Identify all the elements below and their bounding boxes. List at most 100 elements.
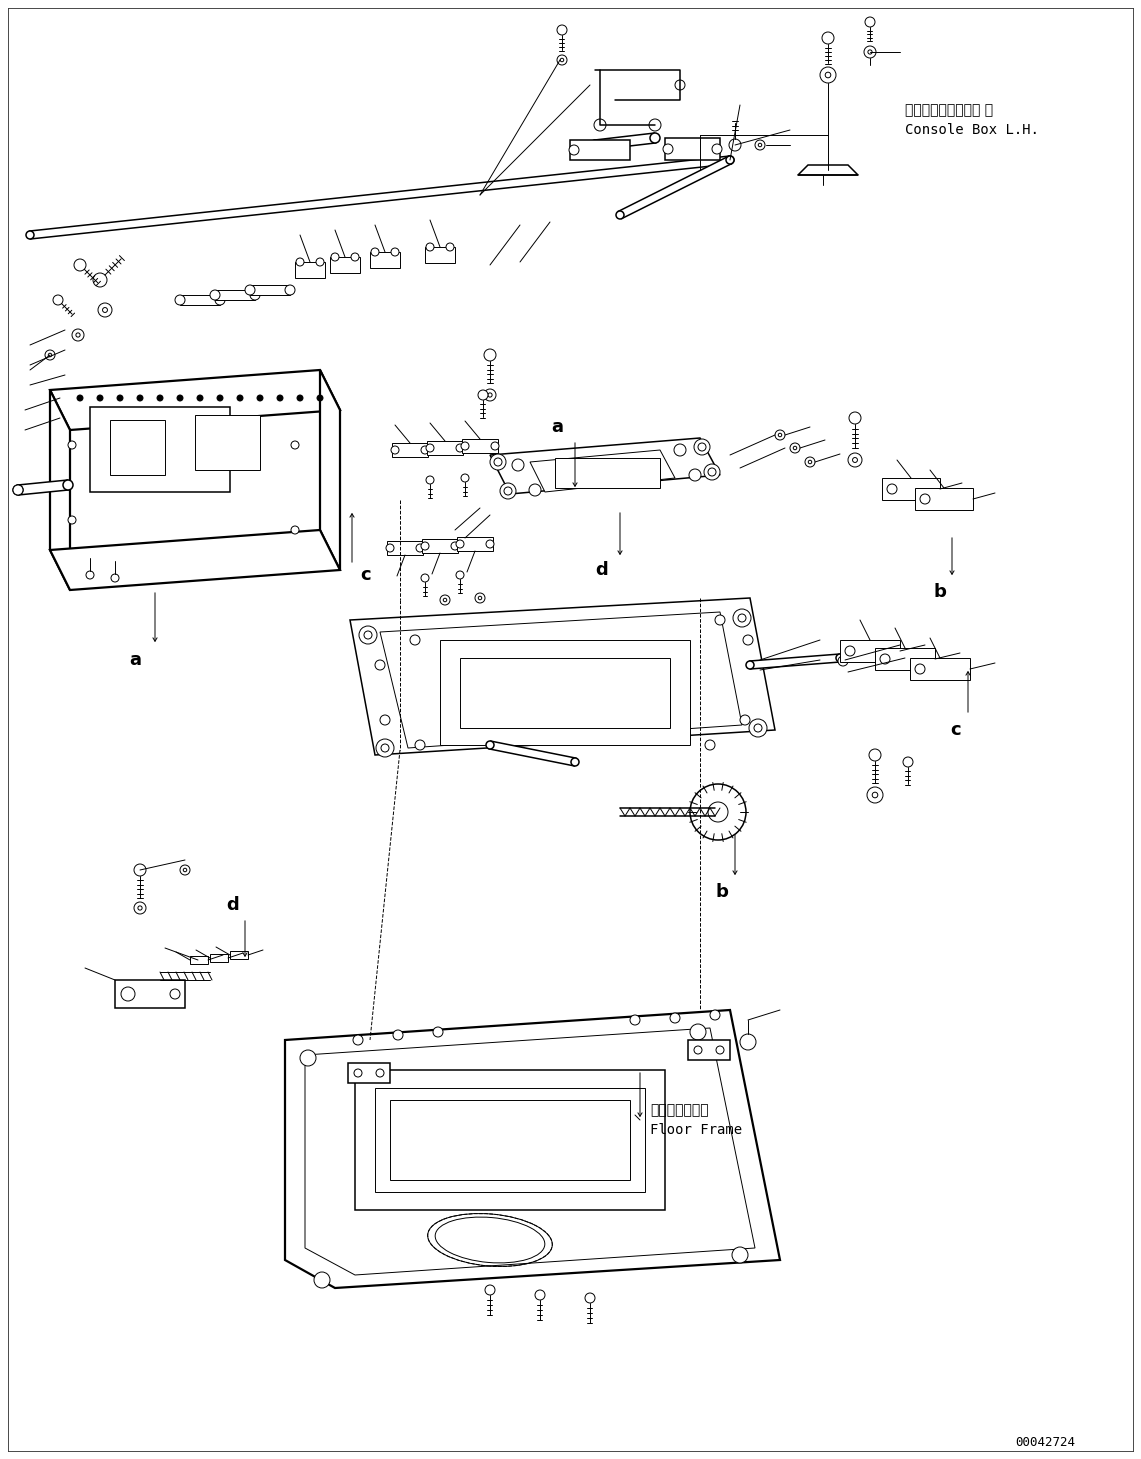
Circle shape	[364, 630, 372, 639]
Polygon shape	[17, 480, 68, 495]
Circle shape	[377, 1069, 385, 1077]
Circle shape	[121, 986, 135, 1001]
Circle shape	[68, 516, 76, 524]
Circle shape	[887, 484, 897, 495]
Circle shape	[778, 433, 782, 436]
Bar	[882, 479, 940, 500]
Circle shape	[733, 1247, 748, 1263]
Polygon shape	[50, 530, 340, 589]
Circle shape	[867, 786, 883, 802]
Circle shape	[285, 285, 296, 295]
Bar	[424, 247, 455, 263]
Circle shape	[410, 635, 420, 645]
Bar	[330, 257, 361, 273]
Circle shape	[709, 468, 717, 476]
Circle shape	[557, 55, 567, 66]
Circle shape	[138, 906, 143, 910]
Bar	[195, 414, 260, 470]
Polygon shape	[215, 290, 254, 301]
Circle shape	[133, 902, 146, 913]
Circle shape	[675, 80, 685, 90]
Bar	[230, 951, 248, 959]
Circle shape	[98, 303, 112, 317]
Circle shape	[210, 290, 220, 301]
Text: a: a	[129, 651, 141, 670]
Circle shape	[478, 390, 488, 400]
Circle shape	[74, 260, 86, 271]
Circle shape	[920, 495, 930, 503]
Text: c: c	[361, 566, 371, 584]
Circle shape	[48, 353, 51, 357]
Circle shape	[300, 1050, 316, 1067]
Circle shape	[694, 1046, 702, 1053]
Bar	[570, 140, 630, 160]
Circle shape	[849, 411, 861, 425]
Circle shape	[746, 661, 754, 670]
Circle shape	[446, 244, 454, 251]
Circle shape	[76, 333, 80, 337]
Bar	[422, 538, 458, 553]
Circle shape	[743, 635, 753, 645]
Circle shape	[649, 120, 661, 131]
Bar	[460, 658, 670, 728]
Polygon shape	[594, 133, 656, 150]
Circle shape	[585, 1293, 594, 1303]
Circle shape	[72, 328, 84, 341]
Circle shape	[391, 248, 399, 255]
Text: Floor Frame: Floor Frame	[650, 1123, 742, 1137]
Circle shape	[76, 395, 83, 401]
Circle shape	[880, 654, 890, 664]
Circle shape	[488, 392, 492, 397]
Bar	[555, 458, 659, 487]
Circle shape	[670, 1013, 680, 1023]
Circle shape	[180, 865, 191, 875]
Circle shape	[790, 444, 800, 452]
Circle shape	[421, 573, 429, 582]
Circle shape	[86, 570, 94, 579]
Circle shape	[793, 446, 796, 449]
Circle shape	[359, 626, 377, 643]
Circle shape	[825, 71, 831, 77]
Text: d: d	[596, 562, 608, 579]
Circle shape	[443, 598, 447, 601]
Circle shape	[869, 748, 881, 762]
Bar	[875, 648, 934, 670]
Bar	[90, 407, 230, 492]
Polygon shape	[531, 449, 675, 492]
Circle shape	[741, 1034, 756, 1050]
Circle shape	[486, 540, 494, 549]
Bar	[370, 252, 400, 268]
Circle shape	[865, 18, 875, 28]
Circle shape	[177, 395, 183, 401]
Text: b: b	[933, 584, 946, 601]
Bar	[688, 1040, 730, 1061]
Circle shape	[715, 616, 725, 624]
Circle shape	[354, 1069, 362, 1077]
Circle shape	[557, 25, 567, 35]
Circle shape	[738, 614, 746, 622]
Bar	[462, 439, 497, 452]
Circle shape	[68, 441, 76, 449]
Circle shape	[512, 460, 524, 471]
Bar	[393, 444, 428, 457]
Circle shape	[184, 868, 187, 871]
Circle shape	[245, 285, 254, 295]
Polygon shape	[180, 295, 220, 305]
Circle shape	[650, 133, 659, 143]
Circle shape	[569, 144, 578, 155]
Bar	[296, 263, 325, 279]
Circle shape	[175, 295, 185, 305]
Circle shape	[705, 740, 715, 750]
Circle shape	[808, 460, 811, 464]
Polygon shape	[250, 285, 290, 295]
Circle shape	[13, 484, 23, 495]
Bar	[915, 487, 973, 511]
Circle shape	[137, 395, 143, 401]
Circle shape	[456, 540, 464, 549]
Circle shape	[712, 144, 722, 155]
Circle shape	[197, 395, 203, 401]
Circle shape	[63, 480, 73, 490]
Circle shape	[52, 295, 63, 305]
Circle shape	[590, 140, 600, 150]
Circle shape	[535, 1290, 545, 1300]
